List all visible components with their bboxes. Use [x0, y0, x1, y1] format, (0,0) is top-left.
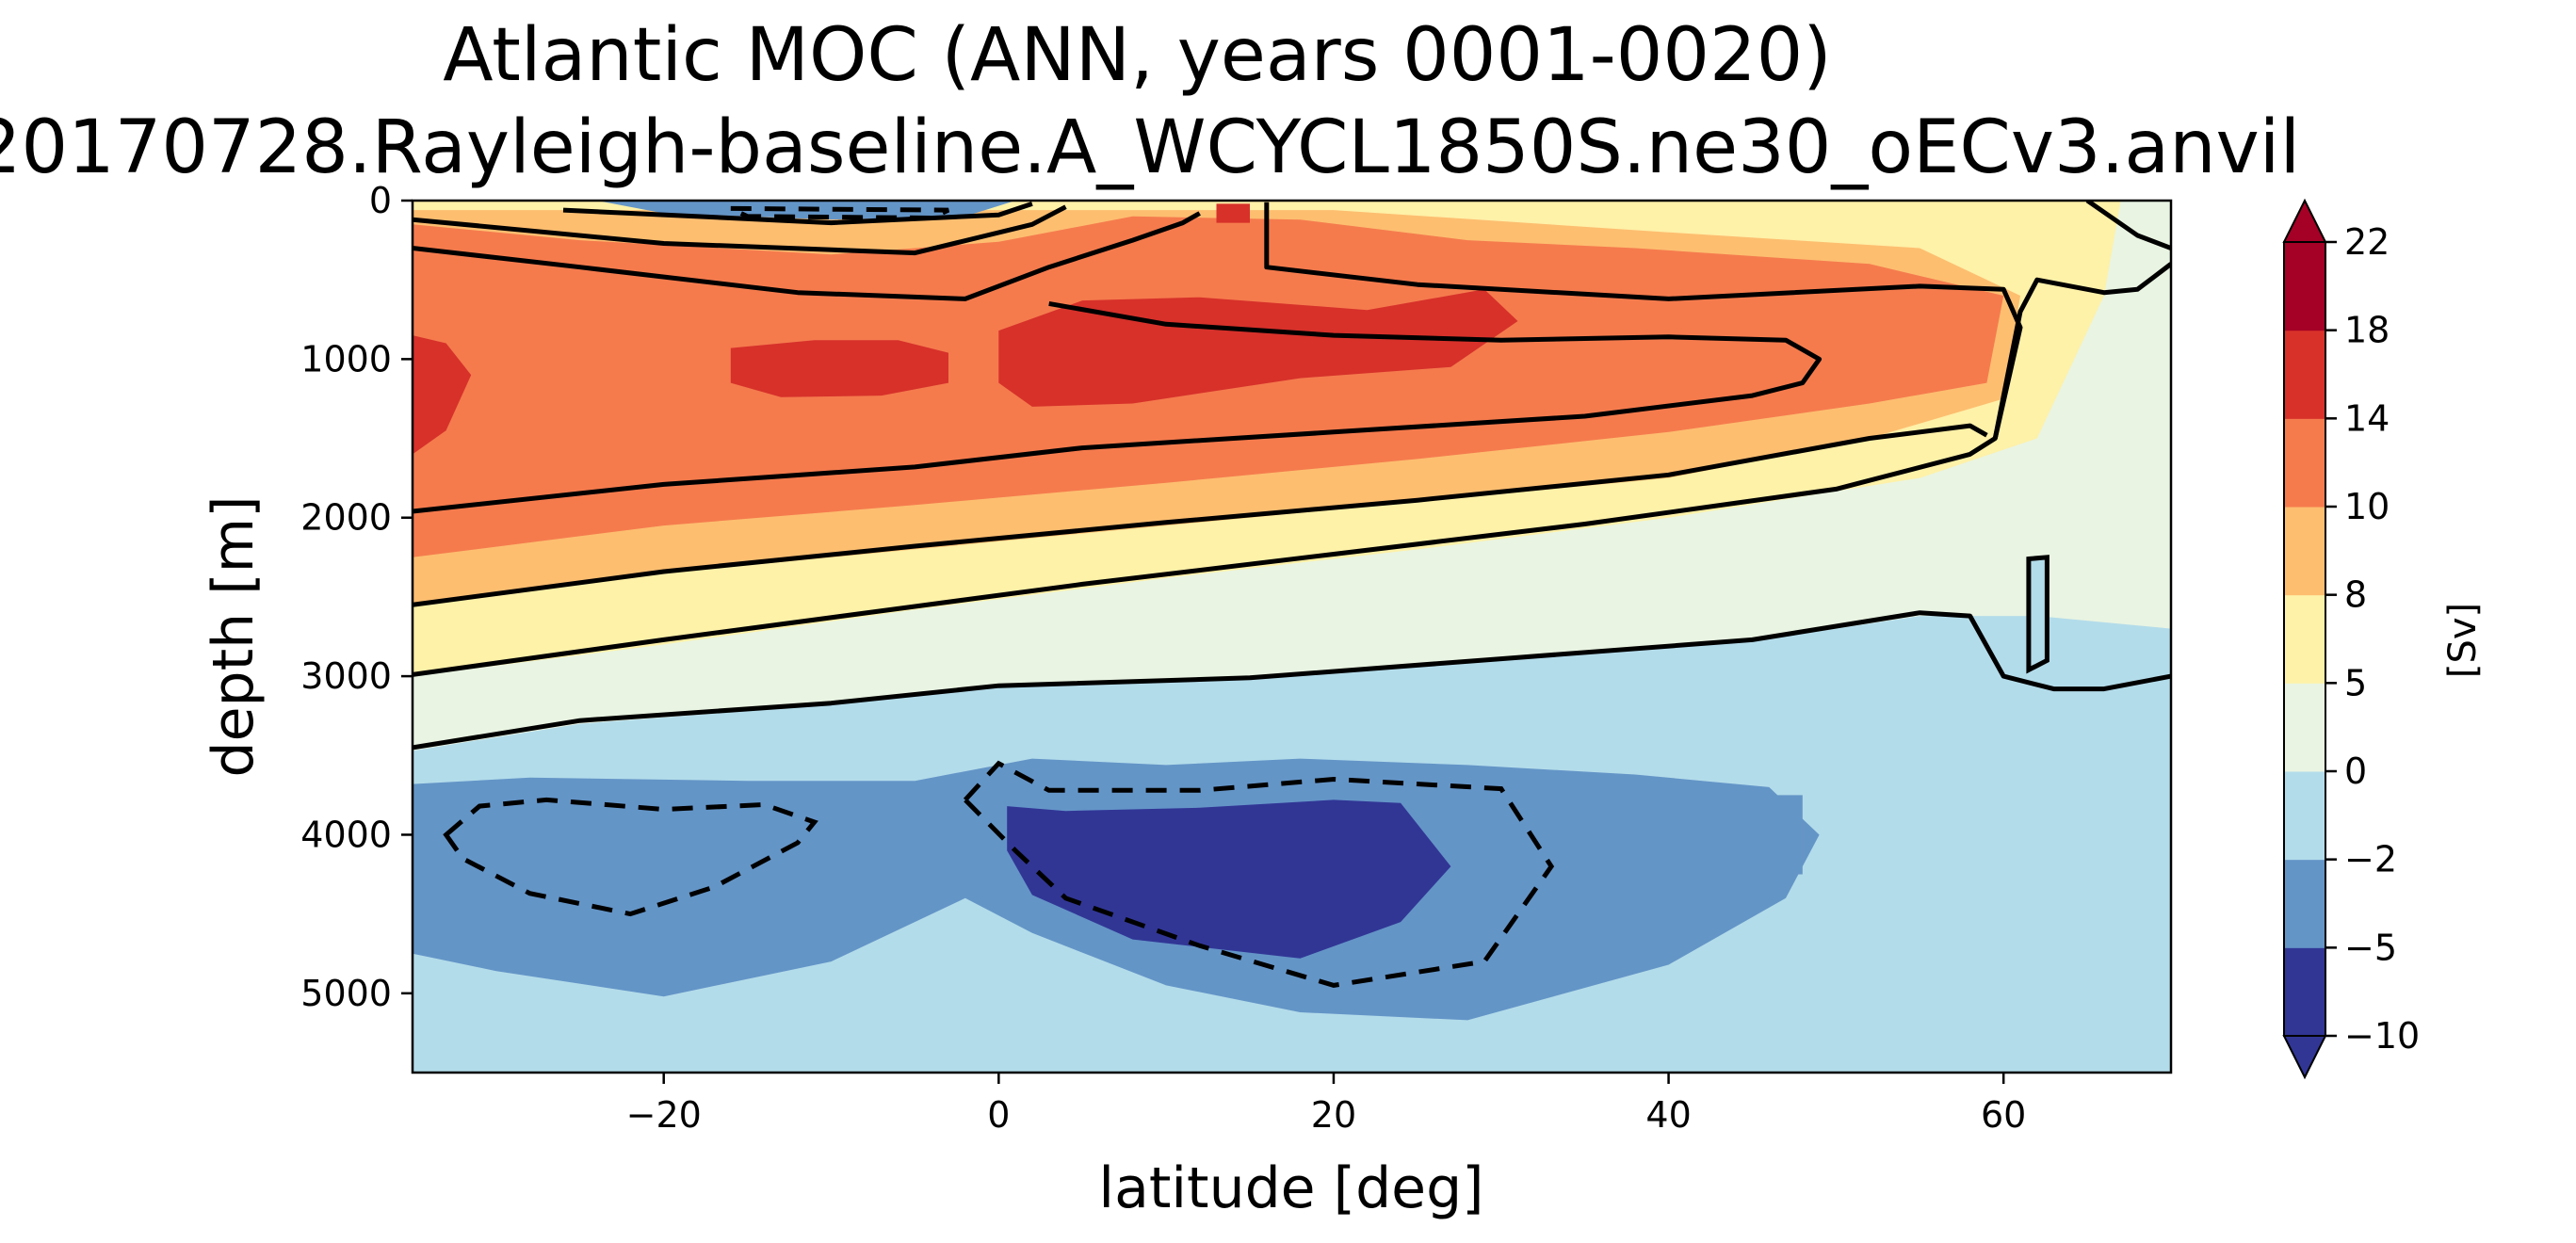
dashed-contour — [962, 760, 1555, 988]
dashed-contours — [443, 205, 1555, 988]
contour-line — [2085, 201, 2171, 250]
dashed-contour — [729, 205, 950, 221]
colorbar-tick-label: 5 — [2344, 662, 2367, 703]
y-tick-label: 4000 — [300, 814, 392, 855]
colorbar-swatch — [2284, 859, 2325, 948]
band-14-to-18-surface — [1216, 203, 1250, 223]
colorbar-tick-label: 10 — [2344, 486, 2390, 527]
y-tick-label: 5000 — [300, 973, 392, 1014]
colorbar-swatch — [2284, 947, 2325, 1037]
x-tick-label: 40 — [1645, 1094, 1691, 1136]
colorbar-swatch — [2284, 594, 2325, 684]
colorbar-tick-label: 8 — [2344, 574, 2367, 616]
contour-line — [413, 204, 1067, 256]
y-axis-label: depth [m] — [201, 496, 267, 778]
colorbar-tick-label: −5 — [2344, 927, 2397, 968]
colorbar-swatch — [2284, 683, 2325, 772]
y-tick-label: 0 — [369, 180, 392, 221]
colorbar-frame — [2283, 241, 2326, 1037]
contour-line — [413, 423, 1988, 607]
colorbar-swatch — [2284, 418, 2325, 508]
colorbar-swatch — [2284, 507, 2325, 596]
colorbar-extend-max — [2282, 198, 2327, 243]
contour-loop-62n — [2026, 555, 2049, 674]
plot-frame — [411, 199, 2173, 1074]
band-14-to-18-south — [730, 340, 948, 397]
contour-line — [413, 262, 2171, 677]
colorbar-tick-label: −2 — [2344, 839, 2397, 880]
colorbar-tick-label: 14 — [2344, 397, 2390, 439]
contour-plot-area — [413, 201, 2171, 1073]
solid-contours — [413, 201, 2171, 751]
y-tick-label: 2000 — [300, 497, 392, 539]
colorbar-tick-label: 22 — [2344, 221, 2390, 263]
x-tick-label: 0 — [987, 1094, 1010, 1136]
colorbar-tick-label: 18 — [2344, 310, 2390, 351]
colorbar-swatch — [2284, 330, 2325, 419]
x-axis-label: latitude [deg] — [1098, 1155, 1483, 1221]
band-neg10-to-neg5 — [1007, 799, 1451, 959]
x-tick-label: 20 — [1311, 1094, 1356, 1136]
chart-title-line-2: 20170728.Rayleigh-baseline.A_WCYCL1850S.… — [0, 105, 2301, 190]
colorbar-extend-min — [2282, 1035, 2327, 1080]
colorbar-tick-label: 0 — [2344, 751, 2367, 792]
colorbar: −10 −5 −2 0 5 8 10 14 18 22 — [2282, 198, 2420, 1080]
y-tick-label: 3000 — [300, 655, 392, 697]
colorbar-label: [Sv] — [2441, 603, 2485, 678]
contour-line — [413, 300, 1823, 514]
chart-title-line-1: Atlantic MOC (ANN, years 0001-0020) — [443, 13, 1832, 98]
colorbar-swatch — [2284, 242, 2325, 331]
y-axis: 0 1000 2000 3000 4000 5000 — [300, 180, 413, 1014]
band-neg-pocket — [2028, 557, 2048, 670]
x-tick-label: −20 — [626, 1094, 702, 1136]
y-tick-label: 1000 — [300, 338, 392, 379]
x-tick-label: 60 — [1981, 1094, 2026, 1136]
contour-line — [413, 211, 1201, 301]
colorbar-tick-label: −10 — [2344, 1015, 2420, 1057]
band-neg5-to-neg2-patch — [1777, 795, 1803, 875]
band-14-to-18-west — [413, 335, 472, 455]
colorbar-swatch — [2284, 771, 2325, 861]
contour-line — [413, 610, 2171, 751]
contour-line — [1264, 202, 2023, 440]
x-axis: −20 0 20 40 60 — [626, 1073, 2026, 1136]
